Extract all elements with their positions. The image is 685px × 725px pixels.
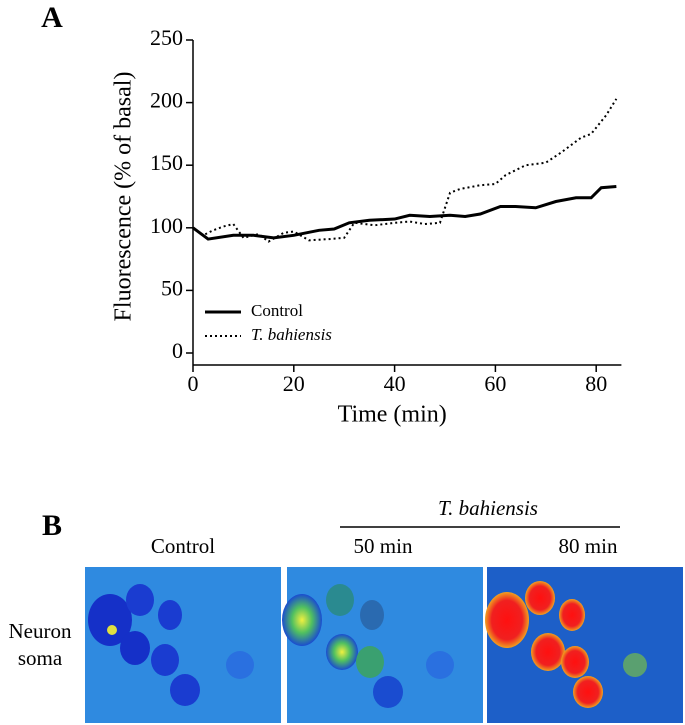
x-tick-label: 0 (188, 371, 199, 396)
y-tick-label: 100 (150, 213, 183, 238)
column-label: 80 min (559, 534, 618, 558)
y-tick-label: 0 (172, 338, 183, 363)
y-tick-label: 200 (150, 88, 183, 113)
panel-label: B (42, 509, 62, 542)
column-label: Control (151, 534, 215, 558)
x-tick-label: 80 (585, 371, 607, 396)
legend-label: T. bahiensis (251, 325, 332, 344)
treatment-label: T. bahiensis (438, 496, 538, 520)
row-label: Neuron (9, 619, 72, 643)
line-series (192, 184, 617, 241)
line-series (192, 98, 618, 243)
y-tick-label: 250 (150, 25, 183, 50)
x-tick-label: 20 (283, 371, 305, 396)
y-tick-label: 150 (150, 150, 183, 175)
panel-label: A (41, 1, 63, 34)
y-axis-label: Fluorescence (% of basal) (111, 72, 137, 322)
image-80min (485, 567, 683, 723)
x-tick-label: 60 (484, 371, 506, 396)
column-label: 50 min (354, 534, 413, 558)
image-50min (282, 567, 483, 723)
x-tick-label: 40 (384, 371, 406, 396)
row-label: soma (18, 646, 63, 670)
y-tick-label: 50 (161, 275, 183, 300)
plot: 0 50 100 150 200 250 0 20 40 60 80 Time (min) Fluore… (111, 25, 622, 428)
x-axis-label: Time (min) (338, 402, 447, 428)
legend-label: Control (251, 301, 303, 320)
image-control (85, 567, 281, 723)
